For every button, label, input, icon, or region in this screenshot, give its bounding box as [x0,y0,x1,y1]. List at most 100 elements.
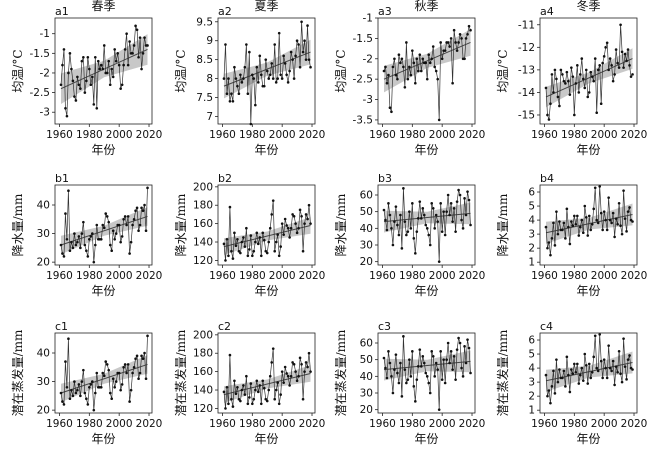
data-point [236,385,239,389]
data-point [555,358,558,361]
data-point [132,217,136,221]
y-tick-label: -11 [518,19,535,31]
data-point [71,394,75,398]
data-point [304,58,308,61]
data-point [141,52,145,55]
data-point [393,57,396,61]
data-point [399,213,402,217]
data-point [137,229,140,233]
data-point [234,392,238,395]
data-point [77,383,81,386]
data-point [68,52,72,55]
y-tick-label: 50 [360,206,373,218]
data-point [409,227,413,230]
plot-frame [377,17,476,125]
data-point [578,225,582,229]
data-point [271,199,275,202]
data-point [469,223,472,227]
data-point [239,399,242,403]
data-point [422,361,426,365]
data-point [544,373,548,377]
data-point [463,345,466,348]
y-tick-label: 5 [528,349,535,361]
data-point [431,355,435,358]
y-tick-label: 2 [528,391,535,403]
data-point [425,77,429,81]
data-point [135,354,139,358]
y-tick-label: -3 [363,94,373,106]
data-point [111,75,115,79]
data-point [605,228,609,232]
data-point [292,362,296,366]
data-point [593,334,597,338]
data-point [79,394,82,398]
data-point [436,220,439,223]
data-point [598,333,601,336]
data-point [580,366,584,370]
data-point [555,210,558,213]
data-point [400,395,404,398]
x-tick-label: 2020 [299,270,326,282]
data-point [122,365,125,369]
x-tick-label: 2020 [136,270,163,282]
data-point [291,58,294,61]
data-point [277,402,281,406]
data-point [547,241,551,244]
data-point [280,370,284,373]
x-tick-label: 1960 [209,129,236,141]
x-tick-label: 2020 [459,270,486,282]
data-point [390,227,393,230]
data-point [141,209,145,213]
data-point [463,197,466,200]
data-point [122,63,125,67]
data-point [129,388,133,392]
data-point [114,59,118,63]
data-point [437,118,441,122]
data-point [425,227,429,230]
data-point [256,242,260,246]
data-point [268,73,272,77]
data-point [113,237,116,241]
data-point [125,32,128,36]
data-point [303,39,306,43]
data-point [83,91,87,94]
data-point [457,188,460,192]
data-point [605,41,609,45]
data-point [222,390,226,394]
data-point [608,57,612,60]
data-point [303,370,306,373]
data-point [128,400,131,403]
data-point [561,73,564,76]
x-tick-label: 2000 [591,270,618,282]
data-point [277,254,281,258]
data-point [300,20,303,24]
data-point [573,214,576,218]
data-point [396,77,399,81]
x-tick-label: 1960 [209,418,236,430]
y-tick-label: -1 [363,13,373,25]
data-point [113,48,116,51]
y-tick-label: 20 [360,404,373,416]
data-point [137,377,140,381]
data-point [146,44,149,47]
data-point [617,66,621,69]
data-point [251,254,254,258]
data-point [309,222,312,225]
data-point [270,62,274,65]
data-point [276,77,279,80]
data-point [430,57,434,61]
data-point [104,212,108,215]
data-point [231,99,235,103]
data-point [425,375,429,378]
data-point [458,33,462,36]
data-point [391,391,395,395]
data-point [448,361,451,365]
plot-frame [377,184,476,266]
data-point [110,249,114,253]
data-point [406,230,410,233]
data-point [596,221,600,225]
y-tick-label: -1.5 [30,48,51,60]
data-point [431,45,435,48]
data-point [102,374,106,378]
